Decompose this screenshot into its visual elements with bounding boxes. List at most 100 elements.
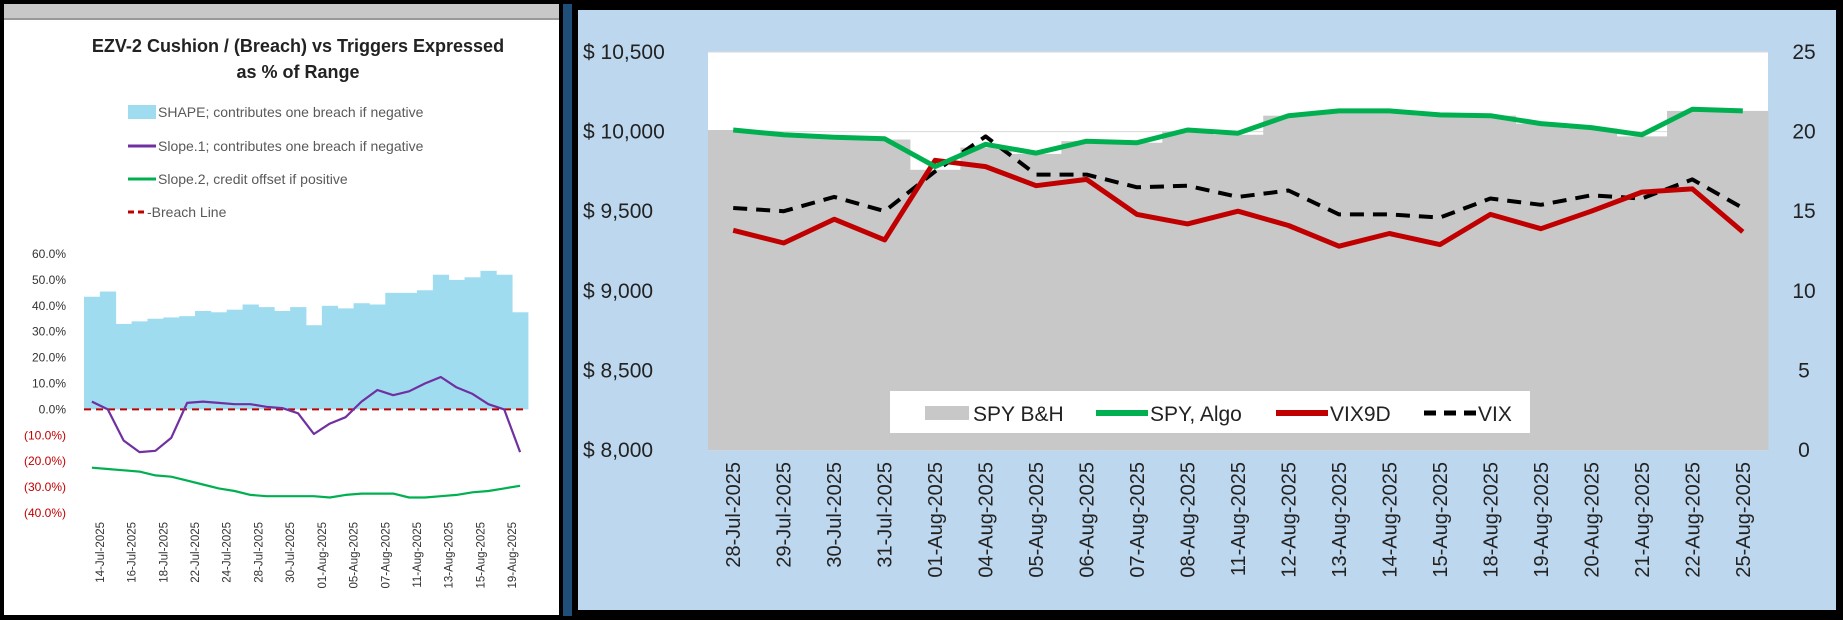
right-chart: $ 10,500 $ 10,000 $ 9,500 $ 9,000 $ 8,500 $ 8… <box>583 41 1816 578</box>
legend-label-slope2: Slope.2, credit offset if positive <box>158 171 348 187</box>
slope2-line <box>91 466 521 499</box>
shape-bar <box>147 318 164 410</box>
left-y-tick-label: 30.0% <box>32 325 66 339</box>
shape-bar <box>242 304 259 410</box>
right-right-y-tick-label: 0 <box>1798 439 1810 462</box>
shape-bar <box>448 279 465 410</box>
right-x-tick-label: 12-Aug-2025 <box>1278 462 1300 578</box>
right-chart-panel: $ 10,500 $ 10,000 $ 9,500 $ 9,000 $ 8,500 $ 8… <box>578 10 1836 610</box>
left-y-tick-label: (40.0%) <box>24 506 66 520</box>
slope1-line <box>91 375 522 454</box>
left-x-tick-label: 11-Aug-2025 <box>412 522 424 588</box>
right-x-tick-label: 01-Aug-2025 <box>925 462 947 578</box>
shape-bar <box>131 321 148 410</box>
right-right-y-tick-label: 5 <box>1798 359 1810 382</box>
left-chart-title-line1: EZV-2 Cushion / (Breach) vs Triggers Exp… <box>92 36 504 56</box>
right-left-y-tick-label: $ 9,000 <box>583 280 653 303</box>
right-x-tick-label: 25-Aug-2025 <box>1733 462 1755 578</box>
shape-bar <box>401 292 418 410</box>
left-y-tick-label: 0.0% <box>39 402 67 416</box>
right-x-tick-label: 14-Aug-2025 <box>1379 462 1401 578</box>
right-right-y-tick-label: 15 <box>1792 200 1815 223</box>
right-legend-label-vix9d: VIX9D <box>1330 403 1391 426</box>
legend-swatch-shape <box>128 105 156 119</box>
right-legend-label-spy-bh: SPY B&H <box>973 403 1064 426</box>
right-left-y-tick-label: $ 10,500 <box>583 41 665 64</box>
vix9d-line <box>732 157 1745 249</box>
shape-bar <box>163 317 180 410</box>
right-x-tick-label: 06-Aug-2025 <box>1077 462 1099 578</box>
spy-bh-area-segment <box>1717 110 1769 451</box>
left-chart-plot-area <box>84 270 529 499</box>
spy-bh-area-segment <box>1667 110 1719 451</box>
shape-bar <box>99 291 117 410</box>
shape-bar <box>115 323 132 410</box>
left-chart-legend: SHAPE; contributes one breach if negativ… <box>128 104 424 220</box>
right-x-tick-label: 05-Aug-2025 <box>1026 462 1048 578</box>
shape-bar <box>258 307 275 410</box>
right-right-y-tick-label: 25 <box>1792 41 1815 64</box>
right-chart-line-series <box>732 106 1745 249</box>
legend-label-slope1: Slope.1; contributes one breach if negat… <box>158 138 424 154</box>
right-x-tick-label: 07-Aug-2025 <box>1127 462 1149 578</box>
shape-bar <box>496 274 513 410</box>
shape-bar <box>369 304 386 410</box>
right-chart-right-y-axis: 25 20 15 10 5 0 <box>1792 41 1815 462</box>
right-chart-left-y-axis: $ 10,500 $ 10,000 $ 9,500 $ 9,000 $ 8,500 $ 8… <box>583 41 665 462</box>
right-x-tick-label: 11-Aug-2025 <box>1228 462 1250 576</box>
right-x-tick-label: 31-Jul-2025 <box>875 462 897 568</box>
shape-bar <box>480 270 497 410</box>
right-x-tick-label: 21-Aug-2025 <box>1632 462 1654 578</box>
shape-bar <box>464 277 481 410</box>
left-y-tick-label: (10.0%) <box>24 428 66 442</box>
left-chart: EZV-2 Cushion / (Breach) vs Triggers Exp… <box>24 36 529 589</box>
right-x-tick-label: 04-Aug-2025 <box>976 462 998 578</box>
right-x-tick-label: 22-Aug-2025 <box>1682 462 1704 578</box>
shape-bar <box>84 296 101 410</box>
left-x-tick-label: 05-Aug-2025 <box>349 522 361 589</box>
spy-bh-area-segment <box>1616 136 1668 450</box>
right-x-tick-label: 08-Aug-2025 <box>1178 462 1200 578</box>
left-x-tick-label: 01-Aug-2025 <box>317 522 329 589</box>
left-y-tick-label: (20.0%) <box>24 454 66 468</box>
left-chart-panel: EZV-2 Cushion / (Breach) vs Triggers Exp… <box>4 4 559 615</box>
legend-label-breach: -Breach Line <box>147 204 227 220</box>
panel-divider <box>563 4 572 616</box>
left-x-tick-label: 19-Aug-2025 <box>507 522 519 589</box>
right-legend-label-vix: VIX <box>1478 403 1512 426</box>
left-x-tick-label: 18-Jul-2025 <box>158 522 170 583</box>
spy-bh-area-segment <box>708 130 759 450</box>
right-left-y-tick-label: $ 8,500 <box>583 359 653 382</box>
left-chart-title-line2: as % of Range <box>236 62 359 82</box>
left-y-tick-label: (30.0%) <box>24 480 66 494</box>
left-y-tick-label: 20.0% <box>32 351 66 365</box>
right-legend-swatch-spy-bh <box>925 406 969 420</box>
shape-bar <box>179 316 196 410</box>
spy-bh-area-segment <box>1566 128 1618 450</box>
shape-bar <box>321 305 339 410</box>
right-left-y-tick-label: $ 8,000 <box>583 439 653 462</box>
spy-bh-area-segment <box>808 137 860 450</box>
left-x-tick-label: 16-Jul-2025 <box>127 522 139 583</box>
shape-bar <box>274 310 291 410</box>
shape-bar <box>512 312 529 410</box>
left-x-tick-label: 22-Jul-2025 <box>190 522 202 583</box>
left-x-tick-label: 15-Aug-2025 <box>475 522 487 589</box>
right-x-tick-label: 13-Aug-2025 <box>1329 462 1351 578</box>
right-chart-legend: SPY B&H SPY, Algo VIX9D VIX <box>890 391 1530 433</box>
right-x-tick-label: 30-Jul-2025 <box>824 462 846 568</box>
right-left-y-tick-label: $ 9,500 <box>583 200 653 223</box>
left-x-tick-label: 28-Jul-2025 <box>253 522 265 583</box>
shape-bar <box>417 290 434 410</box>
shape-bar <box>353 303 370 410</box>
shape-bar <box>306 325 323 410</box>
left-x-tick-label: 24-Jul-2025 <box>222 522 234 583</box>
shape-bar <box>337 308 354 410</box>
left-x-tick-label: 14-Jul-2025 <box>95 522 107 583</box>
right-chart-x-axis: 28-Jul-2025 29-Jul-2025 30-Jul-2025 31-Jul-… <box>723 462 1755 578</box>
shape-bar <box>210 312 228 410</box>
left-chart-x-axis: 14-Jul-2025 16-Jul-2025 18-Jul-2025 22-Jul-… <box>95 522 519 589</box>
right-x-tick-label: 28-Jul-2025 <box>723 462 745 568</box>
legend-label-shape: SHAPE; contributes one breach if negativ… <box>158 104 424 120</box>
spy-algo-line <box>732 106 1743 170</box>
